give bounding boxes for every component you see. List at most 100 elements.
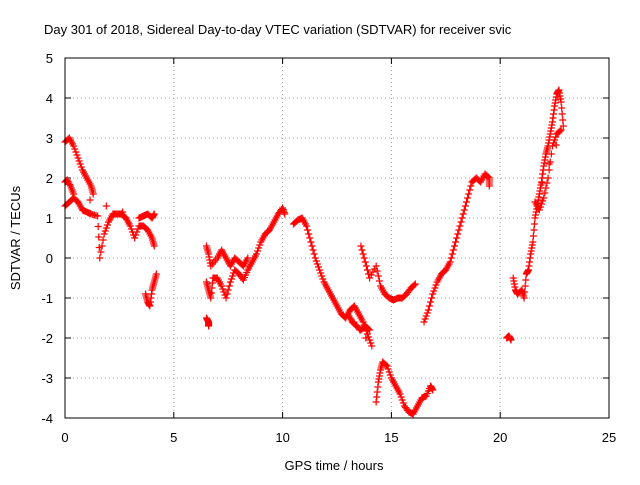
y-tick-label: 0 — [46, 251, 53, 266]
data-point-marker — [254, 247, 262, 255]
data-point-marker — [126, 222, 134, 230]
data-point-marker — [420, 318, 428, 326]
x-tick-label: 5 — [170, 430, 177, 445]
series-segment-1c — [61, 176, 158, 222]
data-point-marker — [559, 122, 567, 130]
data-point-marker — [529, 232, 537, 240]
data-point-marker — [310, 250, 318, 258]
data-point-marker — [558, 110, 566, 118]
data-point-marker — [74, 154, 82, 162]
data-point-marker — [313, 260, 321, 268]
data-point-marker — [65, 179, 73, 187]
data-point-marker — [427, 298, 435, 306]
data-point-marker — [131, 234, 139, 242]
data-point-marker — [97, 248, 105, 256]
data-point-marker — [150, 242, 158, 250]
series-segment-6 — [503, 332, 515, 344]
data-point-marker — [255, 244, 263, 252]
data-point-marker — [64, 178, 72, 185]
y-tick-label: -1 — [41, 291, 53, 306]
data-point-marker — [101, 227, 109, 235]
data-point-marker — [127, 225, 135, 233]
y-tick-label: -2 — [41, 331, 53, 346]
data-point-marker — [75, 157, 83, 165]
data-point-marker — [548, 142, 556, 150]
data-point-marker — [319, 275, 327, 283]
data-point-marker — [100, 230, 108, 238]
y-tick-label: 2 — [46, 171, 53, 186]
data-point-marker — [363, 330, 371, 338]
data-point-marker — [522, 276, 530, 284]
data-point-marker — [318, 272, 326, 280]
data-point-marker — [552, 133, 560, 141]
data-point-marker — [411, 280, 419, 288]
data-point-marker — [256, 241, 264, 249]
series-segment-1b — [61, 194, 158, 262]
data-point-marker — [102, 224, 110, 232]
series-segment-7 — [509, 86, 567, 302]
data-point-marker — [465, 190, 473, 198]
data-point-marker — [485, 182, 493, 190]
data-point-marker — [362, 334, 370, 342]
data-point-marker — [357, 242, 365, 250]
data-point-marker — [545, 166, 553, 174]
data-point-marker — [455, 226, 463, 234]
data-point-marker — [384, 365, 392, 373]
data-point-marker — [366, 336, 374, 344]
data-point-marker — [70, 190, 78, 198]
data-point-marker — [150, 210, 158, 218]
series-segment-2b — [202, 242, 252, 270]
data-point-marker — [397, 393, 405, 401]
data-point-marker — [529, 238, 537, 246]
x-axis-label: GPS time / hours — [285, 458, 384, 473]
data-point-marker — [76, 160, 84, 168]
data-point-marker — [423, 309, 431, 317]
data-point-marker — [311, 254, 319, 262]
data-point-marker — [152, 270, 160, 278]
data-point-marker — [366, 274, 374, 282]
data-point-marker — [540, 194, 548, 202]
data-point-marker — [556, 127, 564, 135]
data-point-marker — [94, 212, 102, 220]
data-point-marker — [421, 315, 429, 323]
data-point-marker — [521, 282, 529, 290]
data-point-marker — [73, 151, 81, 159]
grid — [65, 58, 609, 418]
data-point-marker — [359, 318, 367, 326]
data-point-marker — [362, 262, 370, 270]
data-point-marker — [449, 246, 457, 254]
data-point-marker — [520, 294, 528, 302]
data-point-marker — [521, 288, 529, 296]
series-segment-1d — [142, 270, 160, 310]
data-point-marker — [89, 190, 97, 198]
data-point-marker — [558, 104, 566, 112]
axis-ticks — [64, 57, 610, 419]
data-point-marker — [224, 286, 232, 294]
data-point-marker — [227, 275, 235, 283]
data-point-marker — [557, 98, 565, 106]
data-point-marker — [365, 325, 373, 333]
y-axis-label: SDTVAR / TECUs — [8, 185, 23, 290]
data-point-marker — [102, 202, 110, 210]
x-tick-label: 25 — [602, 430, 616, 445]
data-point-marker — [429, 386, 437, 394]
y-tick-label: -3 — [41, 371, 53, 386]
x-tick-label: 0 — [61, 430, 68, 445]
data-point-marker — [544, 174, 552, 182]
data-point-marker — [315, 263, 323, 271]
data-point-marker — [70, 142, 78, 150]
data-point-marker — [77, 163, 85, 171]
data-point-marker — [446, 258, 454, 266]
data-point-marker — [218, 282, 226, 290]
data-point-marker — [367, 339, 375, 347]
data-point-marker — [86, 196, 94, 204]
data-point-marker — [316, 266, 324, 274]
data-point-marker — [386, 371, 394, 379]
data-point-marker — [367, 271, 375, 279]
data-point-marker — [369, 268, 377, 276]
data-point-marker — [484, 173, 492, 181]
data-point-marker — [461, 202, 469, 210]
data-point-marker — [383, 362, 391, 370]
data-point-marker — [430, 287, 438, 295]
